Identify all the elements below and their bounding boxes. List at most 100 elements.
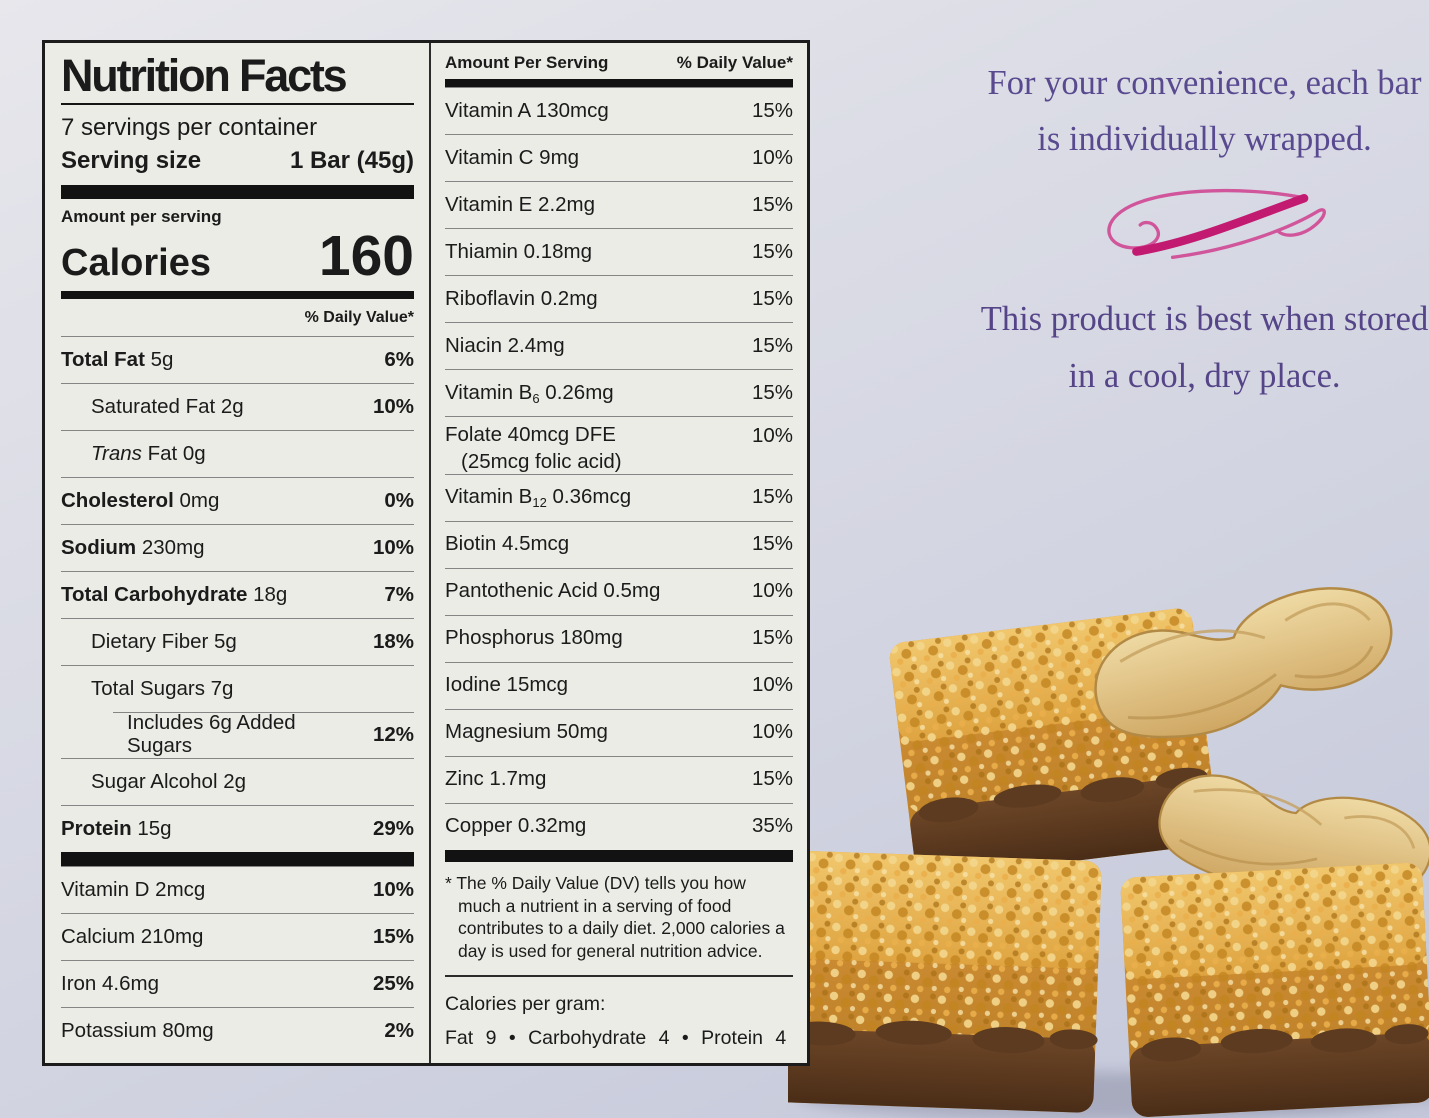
nutrient-row: Zinc 1.7mg 15% (445, 755, 793, 803)
nutrient-row: Sodium 230mg 10% (61, 524, 414, 571)
nutrient-name: Sodium 230mg (61, 535, 205, 559)
daily-value: 25% (372, 971, 414, 995)
calories-per-gram-values: Fat 9 • Carbohydrate 4 • Protein 4 (445, 1026, 787, 1049)
nutrient-row: Magnesium 50mg 10% (445, 708, 793, 756)
nutrient-row: Total Fat 5g 6% (61, 336, 414, 383)
daily-value: 10% (372, 535, 414, 559)
nutrient-name: Phosphorus 180mg (445, 626, 623, 650)
nutrient-row: Folate 40mcg DFE (25mcg folic acid) 10% (445, 416, 793, 474)
nutrient-row: Vitamin D 2mcg 10% (61, 866, 414, 913)
daily-value: 15% (751, 532, 793, 556)
nutrient-row: Vitamin C 9mg 10% (445, 134, 793, 181)
daily-value: 15% (751, 239, 793, 263)
nutrient-name: Magnesium 50mg (445, 720, 608, 744)
nutrient-row: Saturated Fat 2g 10% (61, 383, 414, 430)
nutrient-row: Vitamin E 2.2mg 15% (445, 181, 793, 228)
nutrient-row: Total Sugars 7g (61, 665, 414, 712)
nutrient-row: Sugar Alcohol 2g (61, 758, 414, 805)
daily-value: 10% (372, 877, 414, 901)
left-mineral-rows: Vitamin D 2mcg 10% Calcium 210mg 15% Iron 4.… (61, 866, 414, 1054)
calories-value: 160 (318, 224, 414, 289)
serving-size-label: Serving size (61, 147, 202, 175)
nutrient-row: Dietary Fiber 5g 18% (61, 618, 414, 665)
daily-value: 15% (372, 924, 414, 948)
daily-value: 10% (751, 145, 793, 169)
nutrient-row: Calcium 210mg 15% (61, 913, 414, 960)
nutrient-row: Vitamin B12 0.36mcg 15% (445, 473, 793, 521)
daily-value: 15% (751, 333, 793, 357)
nutrient-row: Vitamin B6 0.26mg 15% (445, 369, 793, 416)
nutrient-name: Sugar Alcohol 2g (91, 769, 247, 793)
daily-value: 10% (372, 394, 414, 418)
daily-value: 10% (751, 424, 793, 447)
nutrient-name: Cholesterol 0mg (61, 488, 220, 512)
daily-value: 6% (384, 347, 414, 371)
nutrition-facts-title: Nutrition Facts (61, 50, 414, 106)
peanut-bars-photo (788, 587, 1429, 1118)
nutrient-name: Saturated Fat 2g (91, 394, 244, 418)
calories-row: Calories 160 (61, 227, 414, 291)
nutrient-row: Includes 6g Added Sugars 12% (61, 711, 414, 758)
divider-bar (61, 291, 414, 300)
nutrient-name: Potassium 80mg (61, 1018, 214, 1042)
nutrient-name-second-line: (25mcg folic acid) (461, 449, 622, 473)
nutrient-row: Vitamin A 130mcg 15% (445, 87, 793, 134)
wrapped-message: For your convenience, each bar is indivi… (987, 64, 1422, 159)
nutrition-facts-label: Nutrition Facts 7 servings per container… (42, 40, 810, 1066)
nutrient-name: Niacin 2.4mg (445, 333, 565, 357)
nutrient-name: Vitamin B12 0.36mcg (445, 485, 632, 511)
nutrient-name: Calcium 210mg (61, 924, 204, 948)
nutrient-name: Thiamin 0.18mg (445, 239, 592, 263)
daily-value: 10% (751, 720, 793, 744)
right-column-header: Amount Per Serving % Daily Value* (445, 53, 793, 79)
nutrient-name: Vitamin A 130mcg (445, 98, 609, 122)
storage-message: This product is best when stored in a co… (980, 300, 1429, 395)
nutrient-row: Niacin 2.4mg 15% (445, 322, 793, 369)
nutrient-name: Trans Fat 0g (91, 441, 206, 465)
divider-bar (445, 79, 793, 87)
serving-size-value: 1 Bar (45g) (289, 147, 414, 175)
daily-value: 15% (751, 286, 793, 310)
nutrient-name: Zinc 1.7mg (445, 767, 547, 791)
nutrient-name: Vitamin B6 0.26mg (445, 380, 614, 406)
left-main-rows: Total Fat 5g 6% Saturated Fat 2g 10% Trans F… (61, 336, 414, 852)
nutrient-name: Iron 4.6mg (61, 971, 159, 995)
nutrient-row: Iron 4.6mg 25% (61, 960, 414, 1007)
right-rows: Vitamin A 130mcg 15% Vitamin C 9mg 10% Vitam… (445, 87, 793, 850)
nutrient-name: Total Sugars 7g (91, 676, 234, 700)
servings-per-container: 7 servings per container (61, 114, 318, 142)
daily-value: 35% (751, 814, 793, 838)
divider-bar (61, 852, 414, 867)
nutrient-row: Protein 15g 29% (61, 805, 414, 852)
divider-bar (445, 849, 793, 862)
nutrient-row: Thiamin 0.18mg 15% (445, 228, 793, 275)
daily-value-footnote: * The % Daily Value (DV) tells you how m… (445, 872, 785, 962)
calories-label: Calories (61, 242, 211, 285)
nutrition-label-right-column: Amount Per Serving % Daily Value* Vitami… (429, 43, 807, 1063)
daily-value: 0% (384, 488, 414, 512)
daily-value: 15% (751, 485, 793, 509)
nutrient-row: Cholesterol 0mg 0% (61, 477, 414, 524)
nutrient-name: Folate 40mcg DFE (25mcg folic acid) (445, 423, 622, 473)
daily-value: 12% (372, 722, 414, 746)
nutrient-row: Phosphorus 180mg 15% (445, 614, 793, 662)
serving-size-row: Serving size 1 Bar (45g) (61, 142, 414, 185)
daily-value: 15% (751, 98, 793, 122)
nutrient-row: Riboflavin 0.2mg 15% (445, 275, 793, 322)
daily-value: 15% (751, 192, 793, 216)
daily-value: 15% (751, 767, 793, 791)
nutrient-name: Biotin 4.5mcg (445, 532, 570, 556)
daily-value: 15% (751, 380, 793, 404)
nutrient-name: Iodine 15mcg (445, 673, 569, 697)
amount-per-serving-label: Amount per serving (61, 207, 222, 227)
side-panel-text: For your convenience, each bar is indivi… (980, 0, 1429, 404)
nutrient-name: Dietary Fiber 5g (91, 629, 237, 653)
nutrient-name: Vitamin D 2mcg (61, 877, 206, 901)
nutrient-name: Includes 6g Added Sugars (127, 711, 296, 758)
daily-value: 10% (751, 579, 793, 603)
nutrient-row: Total Carbohydrate 18g 7% (61, 571, 414, 618)
divider-bar (61, 185, 414, 200)
daily-value: 10% (751, 673, 793, 697)
nutrient-name: Vitamin C 9mg (445, 145, 580, 169)
